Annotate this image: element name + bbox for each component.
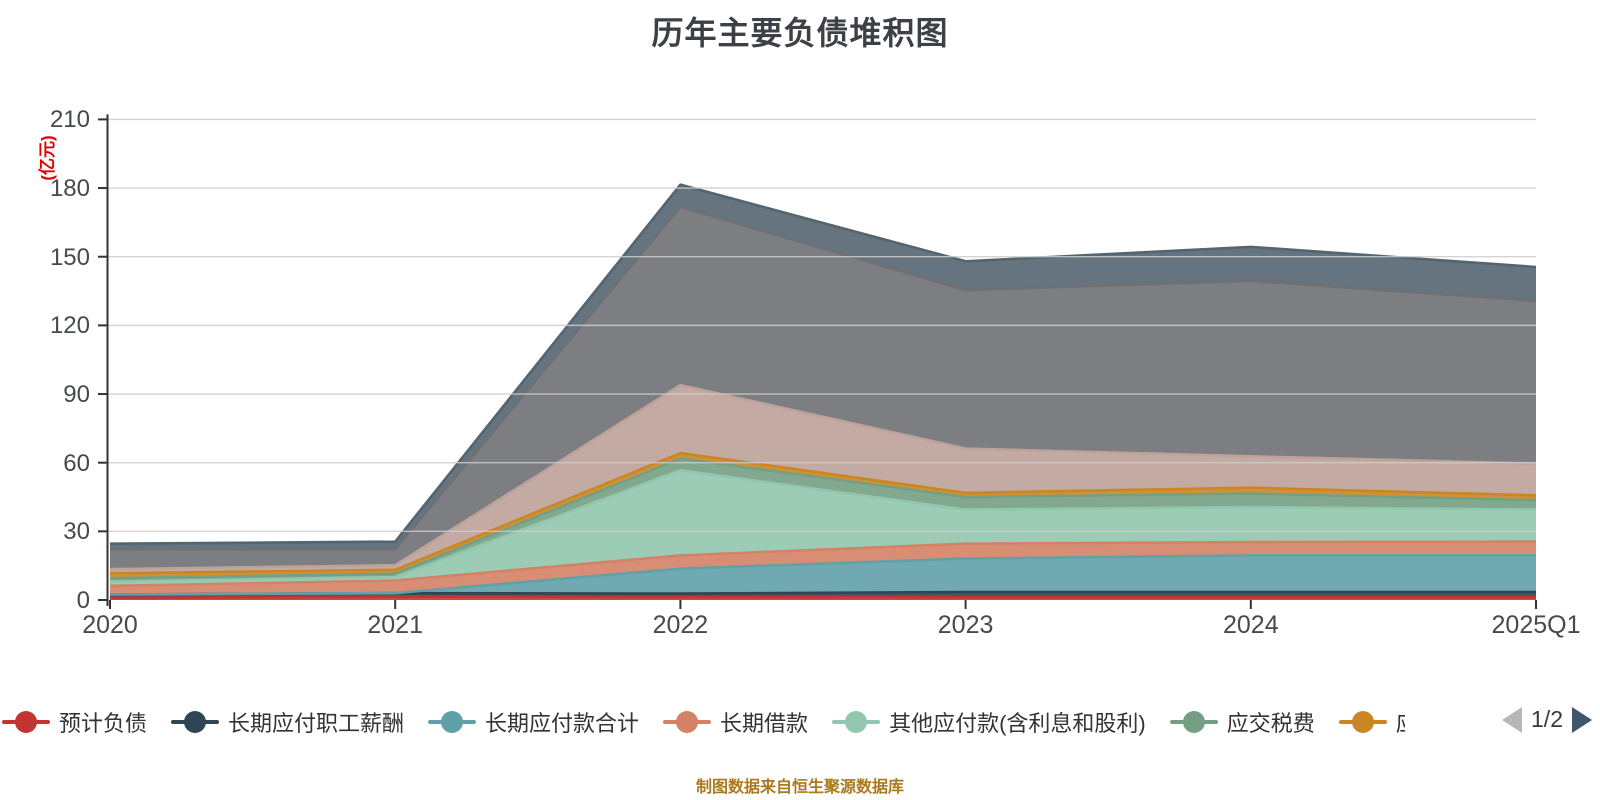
- chart-title: 历年主要负债堆积图: [651, 15, 949, 51]
- y-axis-tick-label: 90: [63, 381, 90, 409]
- series-line: [109, 540, 1537, 588]
- y-axis-tick-label: 150: [49, 243, 90, 271]
- legend-item-5[interactable]: 其他应付款(含利息和股利): [832, 706, 1146, 738]
- legend-line-circle-icon: [1338, 711, 1387, 733]
- y-axis-tick-label: 0: [76, 587, 90, 614]
- area-长期应付款合计: [110, 555, 1536, 595]
- x-axis-tick-label: 2022: [652, 611, 709, 639]
- x-axis-tick-label: 2020: [82, 611, 138, 639]
- area-其他应付款(含利息和股利): [110, 470, 1536, 586]
- y-axis-tick-label: 210: [49, 106, 90, 134]
- legend-line-circle-icon: [832, 711, 881, 733]
- legend-item-4[interactable]: 长期借款: [663, 706, 808, 738]
- area-#546570: [110, 184, 1536, 550]
- series-line: [109, 595, 1536, 600]
- legend: 预计负债 长期应付职工薪酬 长期应付款合计 长期借款 其他应付款(含利息和股利) 应交税费…: [2, 701, 1405, 743]
- y-axis-tick-label: 180: [49, 175, 90, 203]
- x-axis-tick-label: 2024: [1222, 611, 1279, 639]
- series-line: [109, 451, 1537, 575]
- legend-line-circle-icon: [428, 711, 477, 733]
- x-axis-tick-label: 2025Q1: [1491, 611, 1581, 639]
- legend-item-label: 应交税费: [1226, 711, 1315, 736]
- legend-item-6[interactable]: 应交税费: [1169, 706, 1315, 738]
- legend-prev-arrow[interactable]: [1502, 706, 1523, 733]
- area-长期借款: [110, 541, 1536, 595]
- x-axis-tick-label: 2021: [367, 611, 423, 639]
- legend-item-label: 长期借款: [720, 711, 809, 736]
- legend-item-label: 其他应付款(含利息和股利): [889, 711, 1146, 736]
- legend-item-7[interactable]: 应: [1338, 706, 1405, 738]
- legend-item-label: 预计负债: [59, 711, 148, 736]
- area-#bda29a: [110, 385, 1536, 574]
- y-axis-tick-label: 30: [63, 518, 90, 546]
- series-line: [109, 554, 1536, 596]
- y-axis-tick-label: 120: [49, 312, 90, 340]
- y-axis-tick-label: 60: [63, 449, 90, 477]
- series-line: [109, 183, 1537, 546]
- legend-item-2[interactable]: 长期应付职工薪酬: [171, 706, 404, 738]
- legend-item-label: 应: [1396, 706, 1405, 738]
- legend-line-circle-icon: [171, 711, 220, 733]
- series-line: [109, 457, 1537, 580]
- legend-item-label: 长期应付职工薪酬: [228, 711, 405, 736]
- area-#6e7074: [110, 206, 1536, 570]
- legend-line-circle-icon: [663, 711, 712, 733]
- data-source-note: 制图数据来自恒生聚源数据库: [695, 779, 904, 796]
- legend-next-arrow[interactable]: [1572, 706, 1592, 733]
- legend-pager: 1/2: [1502, 706, 1592, 733]
- legend-line-circle-icon: [2, 711, 50, 733]
- series-line: [109, 468, 1537, 583]
- x-axis-tick-label: 2023: [937, 611, 994, 639]
- legend-item-1[interactable]: 预计负债: [2, 706, 147, 738]
- series-line: [109, 383, 1537, 571]
- series-line: [110, 205, 1537, 551]
- legend-item-label: 长期应付款合计: [485, 711, 640, 736]
- legend-item-3[interactable]: 长期应付款合计: [428, 706, 639, 738]
- legend-line-circle-icon: [1169, 711, 1218, 733]
- area-应交税费: [110, 458, 1536, 582]
- legend-page-indicator: 1/2: [1531, 706, 1563, 732]
